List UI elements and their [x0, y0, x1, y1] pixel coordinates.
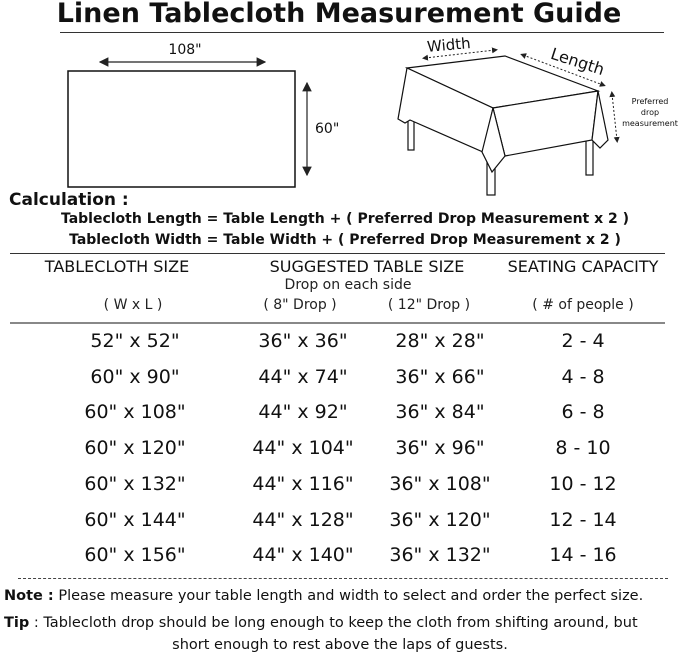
calculation-label: Calculation : — [9, 190, 129, 210]
cell-tablecloth-size: 60" x 108" — [84, 401, 186, 424]
divider — [10, 253, 665, 254]
cell-seating-capacity: 6 - 8 — [561, 401, 605, 424]
cell-table-size-8-drop: 36" x 36" — [258, 330, 348, 352]
cell-tablecloth-size: 52" x 52" — [90, 330, 180, 352]
cell-tablecloth-size: 60" x 90" — [90, 365, 180, 388]
drop-label-line: Preferred — [631, 97, 669, 106]
drop-label-line: drop — [640, 108, 660, 117]
cell-tablecloth-size: 60" x 120" — [84, 437, 186, 460]
cell-table-size-12-drop: 36" x 84" — [395, 401, 485, 424]
cell-seating-capacity: 14 - 16 — [549, 544, 617, 567]
cell-table-size-12-drop: 36" x 120" — [389, 508, 491, 531]
rect-height-label: 60" — [315, 121, 340, 137]
cell-table-size-12-drop: 36" x 66" — [395, 365, 485, 388]
cell-tablecloth-size: 60" x 144" — [84, 508, 186, 531]
cell-table-size-8-drop: 44" x 104" — [252, 437, 354, 460]
rect-width-label: 108" — [168, 42, 202, 58]
table-illustration — [397, 47, 620, 196]
cell-table-size-8-drop: 44" x 92" — [258, 401, 348, 424]
cell-seating-capacity: 8 - 10 — [555, 437, 611, 460]
header-seating-capacity: SEATING CAPACITY — [507, 257, 659, 276]
drop-note: Drop on each side — [284, 277, 412, 293]
page-title: Linen Tablecloth Measurement Guide — [56, 0, 622, 29]
header-suggested-table-size: SUGGESTED TABLE SIZE — [269, 257, 465, 276]
width-formula: Tablecloth Width = Table Width + ( Prefe… — [69, 232, 621, 248]
cell-table-size-12-drop: 36" x 108" — [389, 472, 491, 495]
table-width-label: Width — [426, 34, 472, 56]
tablecloth-rectangle — [67, 70, 296, 188]
note-label: Note : — [4, 588, 54, 604]
cell-tablecloth-size: 60" x 156" — [84, 544, 186, 567]
tip: Tip : Tablecloth drop should be long eno… — [4, 615, 638, 631]
cell-table-size-12-drop: 36" x 96" — [395, 437, 485, 460]
cell-seating-capacity: 10 - 12 — [549, 472, 617, 495]
cell-tablecloth-size: 60" x 132" — [84, 472, 186, 495]
title-divider — [60, 32, 664, 33]
tip-text: : Tablecloth drop should be long enough … — [33, 615, 638, 631]
cell-table-size-12-drop: 28" x 28" — [395, 330, 485, 352]
header-tablecloth-size: TABLECLOTH SIZE — [44, 257, 190, 276]
drop-arrow — [609, 91, 620, 143]
subheader-12-drop: ( 12" Drop ) — [387, 297, 471, 313]
cell-seating-capacity: 4 - 8 — [561, 365, 605, 388]
drop-label: Preferred drop measurement — [622, 96, 678, 129]
subheader-8-drop: ( 8" Drop ) — [263, 297, 337, 313]
length-formula: Tablecloth Length = Table Length + ( Pre… — [60, 211, 630, 227]
dashed-divider — [18, 578, 668, 579]
drop-label-line: measurement — [622, 119, 678, 128]
cell-table-size-8-drop: 44" x 74" — [258, 365, 348, 388]
subheader-wxl: ( W x L ) — [103, 297, 163, 313]
cell-table-size-12-drop: 36" x 132" — [389, 544, 491, 567]
tip-label: Tip — [4, 615, 30, 631]
cell-seating-capacity: 12 - 14 — [549, 508, 617, 531]
cell-seating-capacity: 2 - 4 — [561, 330, 605, 352]
tablecloth-rectangle-diagram — [67, 57, 312, 188]
header-divider — [10, 322, 665, 324]
subheader-people: ( # of people ) — [532, 297, 634, 313]
cell-table-size-8-drop: 44" x 128" — [252, 508, 354, 531]
cell-table-size-8-drop: 44" x 140" — [252, 544, 354, 567]
note-text: Please measure your table length and wid… — [58, 588, 644, 604]
tip-text-continued: short enough to rest above the laps of g… — [172, 637, 508, 653]
cell-table-size-8-drop: 44" x 116" — [252, 472, 354, 495]
note: Note : Please measure your table length … — [4, 588, 643, 604]
